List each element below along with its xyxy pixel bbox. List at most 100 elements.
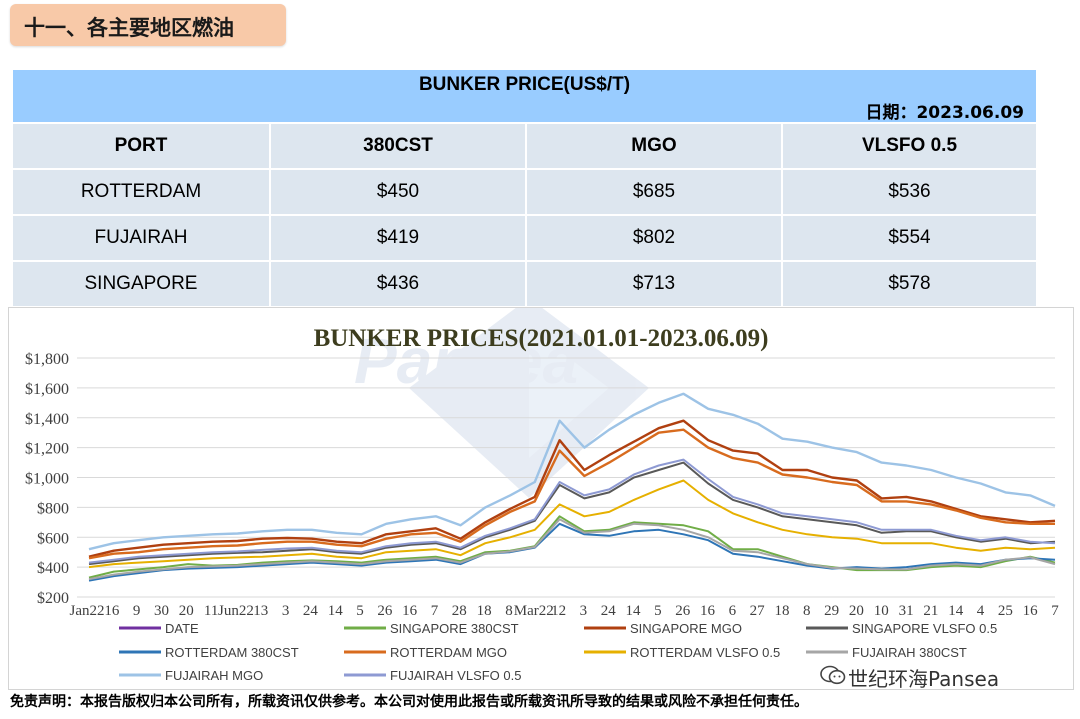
disclaimer-footer: 免责声明：本报告版权归本公司所有，所载资讯仅供参考。本公司对使用此报告或所载资讯… xyxy=(10,694,808,710)
table-date: 日期：2023.06.09 xyxy=(865,103,1024,123)
y-tick-label: $1,600 xyxy=(25,381,69,398)
table-row: ROTTERDAM $450 $685 $536 xyxy=(13,170,1036,214)
table-header-row: PORT 380CST MGO VLSFO 0.5 xyxy=(13,124,1036,168)
legend-label: FUJAIRAH MGO xyxy=(165,668,263,683)
port-name: SINGAPORE xyxy=(84,273,198,294)
x-axis: Jan22 16 9 30 20 11 Jun22 13 3 24 14 5 26 16 7 28 18 8 Mar… xyxy=(70,603,1060,619)
price-380cst: $450 xyxy=(269,170,525,214)
legend-label: SINGAPORE MGO xyxy=(630,621,742,636)
table-title-band: BUNKER PRICE(US$/T) 日期：2023.06.09 xyxy=(13,70,1036,123)
section-title-tag: 十一、各主要地区燃油 xyxy=(10,4,286,46)
y-axis: $200 $400 $600 $800 $1,000 $1,200 $1,400 $1,600… xyxy=(25,351,69,607)
header-vlsfo: VLSFO 0.5 xyxy=(781,124,1036,168)
chart-legend: DATE SINGAPORE 380CST SINGAPORE MGO SINGAPO… xyxy=(119,621,997,683)
port-name: FUJAIRAH xyxy=(94,227,188,248)
series-line-singapore-mgo xyxy=(88,419,1056,558)
x-tick-label: Jan22 xyxy=(70,603,105,619)
x-tick-label: 7 xyxy=(1051,603,1059,619)
x-tick-label: 26 xyxy=(675,603,691,619)
x-tick-label: Jun22 xyxy=(218,603,254,619)
legend-label: ROTTERDAM 380CST xyxy=(165,645,299,660)
x-tick-label: 8 xyxy=(803,603,811,619)
legend-label: FUJAIRAH 380CST xyxy=(852,645,967,660)
table-row: SINGAPORE $436 $713 $578 xyxy=(13,262,1036,306)
x-tick-label: 10 xyxy=(874,603,889,619)
header-mgo: MGO xyxy=(525,124,781,168)
x-tick-label: 21 xyxy=(923,603,938,619)
x-tick-label: 14 xyxy=(626,603,642,619)
x-tick-label: 18 xyxy=(774,603,789,619)
watermark-text: Pansea xyxy=(354,325,578,397)
table-title: BUNKER PRICE(US$/T) xyxy=(418,74,631,95)
x-tick-label: 5 xyxy=(356,603,364,619)
x-tick-label: 24 xyxy=(601,603,617,619)
x-tick-label: 27 xyxy=(750,603,766,619)
wechat-icon xyxy=(820,665,846,685)
x-tick-label: 6 xyxy=(729,603,737,619)
price-mgo: $713 xyxy=(525,262,781,306)
x-tick-label: 20 xyxy=(849,603,864,619)
y-tick-label: $1,000 xyxy=(25,471,69,488)
x-tick-label: 11 xyxy=(204,603,218,619)
series-lines xyxy=(88,392,1056,582)
x-tick-label: 16 xyxy=(104,603,120,619)
x-tick-label: 28 xyxy=(452,603,467,619)
x-tick-label: 8 xyxy=(505,603,513,619)
y-tick-label: $1,800 xyxy=(25,351,69,368)
price-mgo: $685 xyxy=(525,170,781,214)
wechat-label: 世纪环海Pansea xyxy=(848,667,1000,691)
y-tick-label: $200 xyxy=(37,590,69,607)
y-tick-label: $600 xyxy=(37,530,69,547)
x-tick-label: 12 xyxy=(551,603,566,619)
x-tick-label: 5 xyxy=(654,603,662,619)
x-tick-label: 30 xyxy=(154,603,169,619)
x-tick-label: 31 xyxy=(899,603,914,619)
x-tick-label: 20 xyxy=(179,603,194,619)
x-tick-label: 13 xyxy=(253,603,268,619)
bunker-price-chart: Pansea BUNKER PRICES(2021.01.01-2023.06.… xyxy=(8,298,1074,690)
series-line-fujairah-vlsfo-0-5 xyxy=(88,458,1056,564)
x-tick-label: 7 xyxy=(431,603,439,619)
legend-label: ROTTERDAM MGO xyxy=(390,645,507,660)
legend-label: ROTTERDAM VLSFO 0.5 xyxy=(630,645,780,660)
series-line-fujairah-380cst xyxy=(88,518,1056,581)
watermark-logo: Pansea xyxy=(354,298,649,498)
y-tick-label: $1,400 xyxy=(25,411,69,428)
x-tick-label: 24 xyxy=(303,603,319,619)
y-tick-label: $400 xyxy=(37,560,69,577)
x-tick-label: 18 xyxy=(477,603,492,619)
wechat-badge: 世纪环海Pansea xyxy=(818,661,1048,691)
port-name: ROTTERDAM xyxy=(80,181,202,202)
y-tick-label: $1,200 xyxy=(25,441,69,458)
legend-label: FUJAIRAH VLSFO 0.5 xyxy=(390,668,521,683)
price-380cst: $436 xyxy=(269,262,525,306)
x-tick-label: 16 xyxy=(700,603,716,619)
series-line-singapore-vlsfo-0-5 xyxy=(88,461,1056,566)
x-tick-label: 29 xyxy=(824,603,839,619)
x-tick-label: 4 xyxy=(977,603,985,619)
series-line-rotterdam-vlsfo-0-5 xyxy=(88,479,1056,569)
chart-grid xyxy=(77,357,1055,598)
legend-label: SINGAPORE 380CST xyxy=(390,621,519,636)
price-vlsfo: $578 xyxy=(781,262,1036,306)
x-tick-label: 14 xyxy=(328,603,344,619)
table-row: FUJAIRAH $419 $802 $554 xyxy=(13,216,1036,260)
header-380cst: 380CST xyxy=(269,124,525,168)
price-vlsfo: $536 xyxy=(781,170,1036,214)
x-tick-label: 26 xyxy=(377,603,393,619)
price-vlsfo: $554 xyxy=(781,216,1036,260)
x-tick-label: 3 xyxy=(282,603,290,619)
bunker-price-table: BUNKER PRICE(US$/T) 日期：2023.06.09 PORT 3… xyxy=(13,70,1036,306)
x-tick-label: 3 xyxy=(580,603,588,619)
x-tick-label: Mar22 xyxy=(514,603,554,619)
chart-svg: Pansea BUNKER PRICES(2021.01.01-2023.06.… xyxy=(25,298,1060,683)
x-tick-label: 16 xyxy=(402,603,418,619)
series-line-rotterdam-380cst xyxy=(88,522,1056,582)
y-tick-label: $800 xyxy=(37,500,69,517)
x-tick-label: 9 xyxy=(133,603,141,619)
section-title: 十一、各主要地区燃油 xyxy=(24,16,234,40)
price-380cst: $419 xyxy=(269,216,525,260)
legend-label: DATE xyxy=(165,621,199,636)
x-tick-label: 16 xyxy=(1023,603,1039,619)
chart-title: BUNKER PRICES(2021.01.01-2023.06.09) xyxy=(314,325,769,352)
